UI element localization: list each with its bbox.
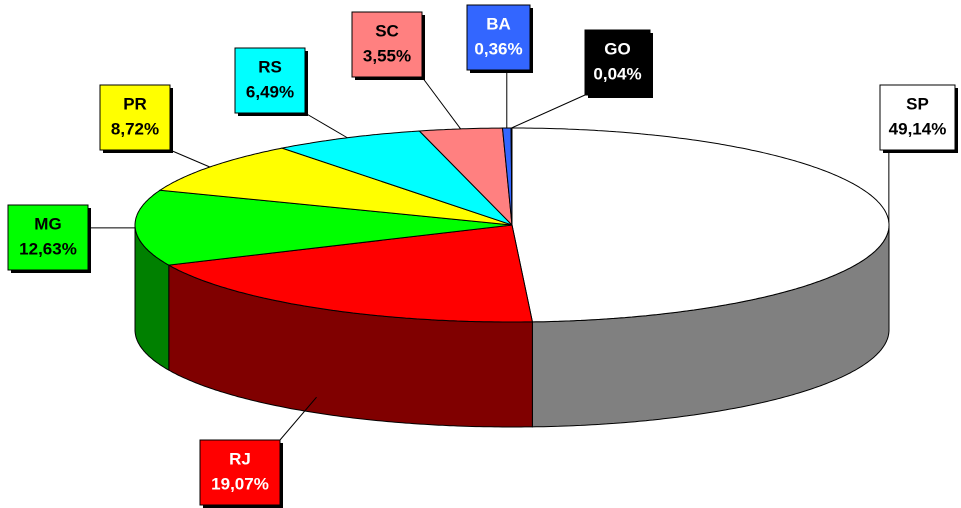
label-name: SC [375, 21, 399, 40]
slice [418, 127, 513, 227]
slice [167, 224, 534, 323]
label-box [879, 84, 956, 151]
label-box [7, 204, 89, 271]
label-value: 0,36% [474, 39, 522, 58]
label-name: RJ [229, 449, 251, 468]
label-box [199, 439, 281, 506]
label-box [99, 84, 171, 151]
leader-line [279, 396, 317, 441]
label-value: 3,55% [363, 46, 411, 65]
label-name: MG [34, 214, 61, 233]
leader-line [421, 76, 462, 130]
label-value: 8,72% [111, 119, 159, 138]
leader-line [169, 149, 211, 168]
label-value: 0,04% [593, 64, 641, 83]
leader-line [511, 94, 586, 129]
label-value: 12,63% [19, 239, 77, 258]
label-value: 49,14% [889, 119, 947, 138]
slice [511, 127, 890, 323]
label-name: PR [123, 94, 147, 113]
label-name: BA [486, 14, 511, 33]
slice [510, 127, 513, 226]
label-name: GO [604, 39, 630, 58]
label-box [351, 11, 423, 78]
label-name: RS [258, 57, 282, 76]
label-name: SP [906, 94, 929, 113]
leader-line [304, 112, 348, 139]
label-value: 19,07% [211, 474, 269, 493]
label-value: 6,49% [246, 82, 294, 101]
label-box [234, 47, 306, 114]
label-box [466, 4, 531, 71]
slice [134, 189, 513, 266]
label-box [584, 29, 651, 96]
